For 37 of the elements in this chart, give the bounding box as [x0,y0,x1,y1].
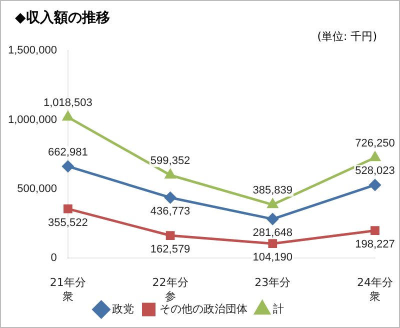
legend-label: 政党 [112,302,134,316]
data-label: 355,522 [48,216,88,229]
data-label: 662,981 [48,146,88,158]
point [62,160,74,172]
chart-title: ◆収入額の推移 [15,9,110,27]
point [370,152,380,162]
x-tick-label: 22年分参 [152,276,188,304]
data-label: 436,773 [150,206,190,218]
data-label: 162,579 [150,244,190,256]
x-tick-label: 24年分衆 [357,276,393,304]
data-label: 528,023 [355,165,395,178]
point [62,111,74,121]
point [164,192,176,204]
point [268,239,278,248]
data-label: 104,190 [252,252,293,264]
data-label: 1,018,503 [43,97,92,110]
x-tick-label: 21年分衆 [50,276,86,304]
x-tick-label: 23年分 [254,276,291,290]
point [166,231,175,240]
y-tick-label: 0 [50,252,57,264]
data-label: 599,352 [150,155,190,168]
legend-label: その他の政治団体 [159,304,248,316]
data-label: 198,227 [355,238,395,251]
y-tick-label: 1,500,000 [8,44,57,57]
y-tick-label: 500,000 [17,182,57,195]
data-label: 385,839 [252,184,293,197]
point [268,198,278,208]
text: (単位: 千円) [317,29,377,44]
point [266,213,278,225]
point [370,226,380,236]
point [369,179,381,191]
data-label: 281,648 [252,227,293,240]
y-tick-label: 1,000,000 [8,114,57,126]
legend-label: 計 [272,302,284,316]
point [165,169,176,179]
point [64,204,72,214]
data-label: 726,250 [355,138,395,150]
